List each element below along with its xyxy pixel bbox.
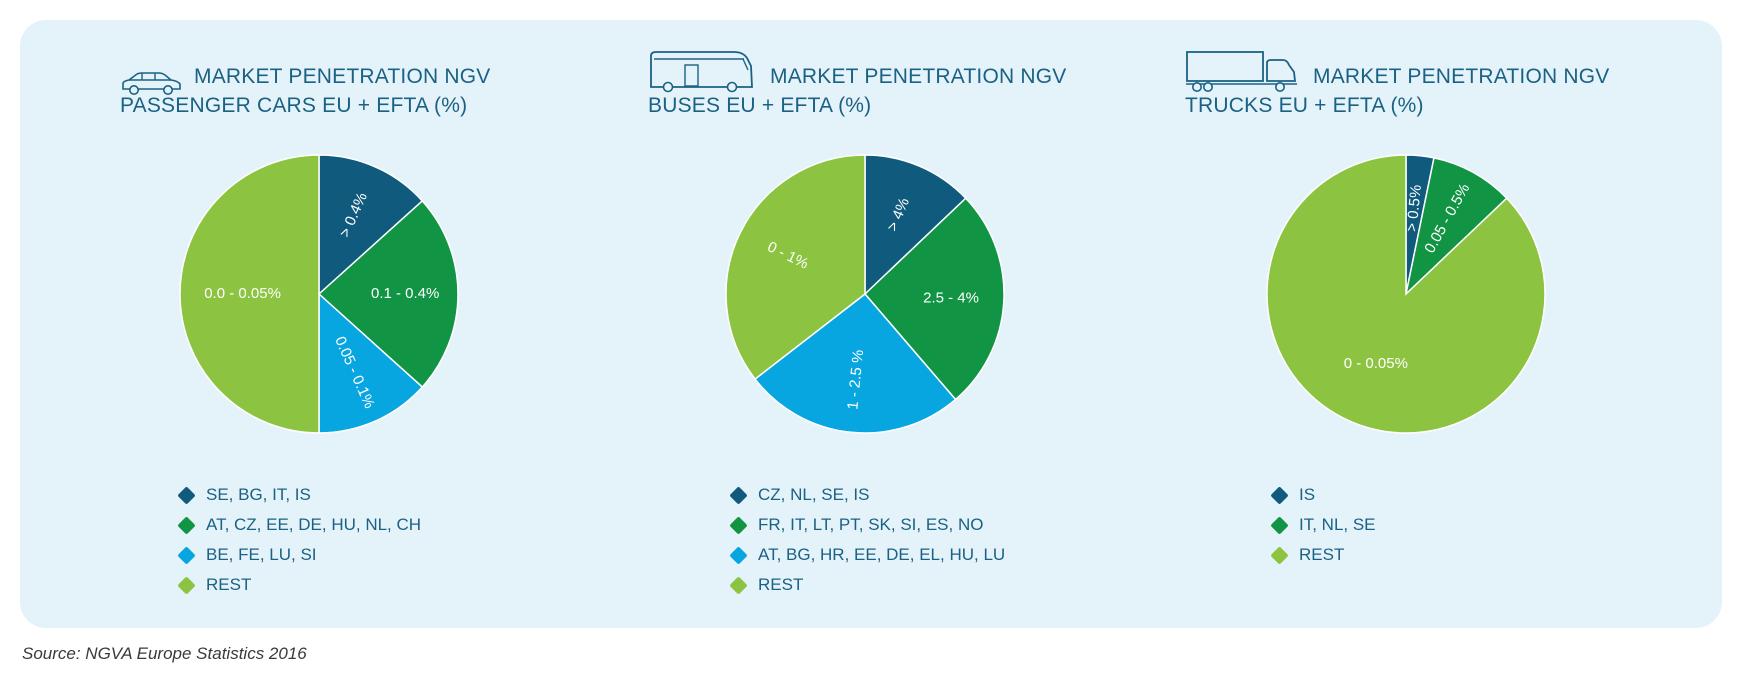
chart-title-line2: PASSENGER CARS EU + EFTA (%) xyxy=(120,94,468,117)
truck-icon xyxy=(1186,51,1297,92)
pie-slice xyxy=(863,197,1005,401)
chart-title-line1: MARKET PENETRATION NGV xyxy=(194,65,491,88)
pie-chart-trucks: > 0.5%0.05 - 0.5%0 - 0.05% xyxy=(1266,154,1546,434)
passenger-cars-chart: MARKET PENETRATION NGV PASSENGER CARS EU… xyxy=(120,20,640,628)
legend-swatch xyxy=(1270,546,1289,565)
pie-slice xyxy=(318,154,424,296)
legend-item: REST xyxy=(177,570,421,600)
legend-swatch xyxy=(729,516,748,535)
chart-title-line2: BUSES EU + EFTA (%) xyxy=(648,94,872,117)
legend-item: AT, CZ, EE, DE, HU, NL, CH xyxy=(177,510,422,540)
legend-swatch xyxy=(1270,516,1289,535)
legend-swatch xyxy=(1270,486,1289,505)
chart-title-line1: MARKET PENETRATION NGV xyxy=(770,65,1067,88)
legend-label: REST xyxy=(1299,545,1345,564)
pie-slice xyxy=(1404,156,1508,297)
slice-label: 0.1 - 0.4% xyxy=(371,285,439,302)
slice-label: 0.0 - 0.05% xyxy=(204,285,281,302)
slice-label: 2.5 - 4% xyxy=(923,289,979,306)
legend-label: AT, CZ, EE, DE, HU, NL, CH xyxy=(206,515,422,534)
chart-panel: MARKET PENETRATION NGV PASSENGER CARS EU… xyxy=(20,20,1722,628)
legend-label: REST xyxy=(206,575,252,594)
pie-slice xyxy=(1266,154,1546,434)
pie-chart-passenger-cars: > 0.4%0.1 - 0.4%0.05 - 0.1%0.0 - 0.05% xyxy=(179,154,459,434)
legend-swatch xyxy=(177,546,196,565)
pie-slice xyxy=(725,154,866,381)
legend-item: CZ, NL, SE, IS xyxy=(729,480,1005,510)
pie-chart-buses: > 4%2.5 - 4%1 - 2.5 %0 - 1% xyxy=(725,154,1005,434)
bus-icon xyxy=(650,51,753,93)
legend-swatch xyxy=(729,546,748,565)
legend-label: IT, NL, SE xyxy=(1299,515,1376,534)
car-icon xyxy=(122,72,181,95)
legend-item: BE, FE, LU, SI xyxy=(177,540,421,570)
legend-label: BE, FE, LU, SI xyxy=(206,545,317,564)
pie-slice xyxy=(864,154,967,296)
pie-slice xyxy=(318,292,424,434)
slice-label: > 0.5% xyxy=(1403,184,1425,233)
slice-label: 0 - 0.05% xyxy=(1344,355,1408,372)
legend: SE, BG, IT, IS AT, CZ, EE, DE, HU, NL, CH… xyxy=(177,480,422,600)
legend-item: IS xyxy=(1270,480,1376,510)
legend-item: IT, NL, SE xyxy=(1270,510,1376,540)
legend-swatch xyxy=(177,516,196,535)
chart-title-line1: MARKET PENETRATION NGV xyxy=(1313,65,1610,88)
legend-item: FR, IT, LT, PT, SK, SI, ES, NO xyxy=(729,510,1005,540)
legend-item: REST xyxy=(1270,540,1376,570)
legend-label: IS xyxy=(1299,485,1316,504)
legend-label: CZ, NL, SE, IS xyxy=(758,485,870,504)
trucks-chart: MARKET PENETRATION NGV TRUCKS EU + EFTA … xyxy=(1185,20,1705,628)
legend-label: REST xyxy=(758,575,804,594)
legend-label: AT, BG, HR, EE, DE, EL, HU, LU xyxy=(758,545,1006,564)
legend-label: FR, IT, LT, PT, SK, SI, ES, NO xyxy=(758,515,984,534)
legend-swatch xyxy=(177,486,196,505)
legend-swatch xyxy=(729,576,748,595)
source-note: Source: NGVA Europe Statistics 2016 xyxy=(22,644,307,663)
legend-item: REST xyxy=(729,570,1005,600)
buses-chart: MARKET PENETRATION NGV BUSES EU + EFTA (… xyxy=(648,20,1168,628)
legend-item: SE, BG, IT, IS xyxy=(177,480,421,510)
legend-item: AT, BG, HR, EE, DE, EL, HU, LU xyxy=(729,540,1006,570)
legend-label: SE, BG, IT, IS xyxy=(206,485,311,504)
slice-label: 1 - 2.5 % xyxy=(844,349,867,410)
legend-swatch xyxy=(177,576,196,595)
chart-title-line2: TRUCKS EU + EFTA (%) xyxy=(1185,94,1424,117)
pie-slice xyxy=(179,154,320,434)
pie-slice xyxy=(317,199,459,389)
pie-slice xyxy=(754,292,957,434)
legend: IS IT, NL, SE REST xyxy=(1270,480,1376,570)
legend-swatch xyxy=(729,486,748,505)
legend: CZ, NL, SE, IS FR, IT, LT, PT, SK, SI, ES… xyxy=(729,480,1006,600)
